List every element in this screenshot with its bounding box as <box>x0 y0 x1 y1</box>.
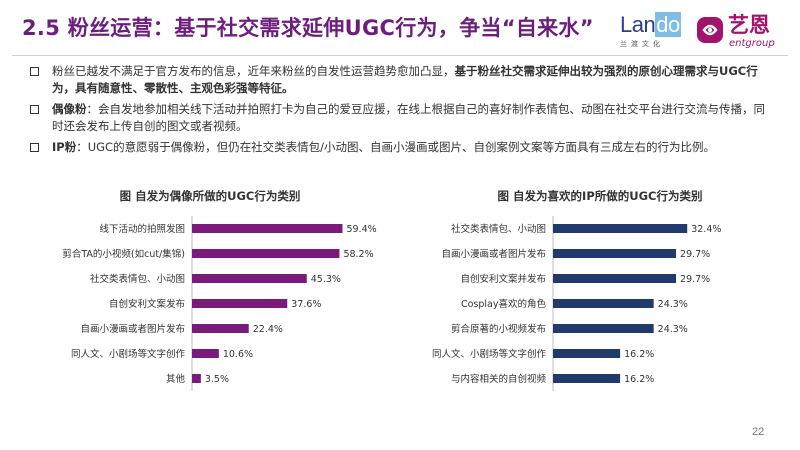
bullet-item: 粉丝已越发不满足于官方发布的信息，近年来粉丝的自发性运营趋势愈加凸显，基于粉丝社… <box>30 63 770 97</box>
value-label: 45.3% <box>311 274 341 285</box>
bar <box>192 274 307 283</box>
bar <box>192 249 340 258</box>
bar <box>553 349 621 358</box>
category-label: 同人文、小剧场等文字创作 <box>432 348 547 360</box>
entgroup-logo-en: entgroup <box>729 38 775 49</box>
category-label: 自创安利文案并发布 <box>460 273 546 285</box>
category-label: 自画小漫画或者图片发布 <box>441 248 546 260</box>
category-label: 剪合原著的小视频发布 <box>451 323 546 335</box>
left-chart-title: 图 自发为偶像所做的UGC行为类别 <box>119 189 301 203</box>
category-label: 线下活动的拍照发图 <box>99 223 185 235</box>
bullet-square-icon <box>30 143 39 152</box>
bullet-bold-text: 偶像粉 <box>52 102 87 116</box>
bullet-text: ：UGC的意愿弱于偶像粉，但仍在社交类表情包/小动图、自画小漫画或图片、自创案例… <box>76 140 715 154</box>
left-bar-chart: 线下活动的拍照发图 59.4% 剪合TA的小视频(如cut/集锦) 58.2% 社交类表… <box>62 216 377 391</box>
category-label: Cosplay喜欢的角色 <box>461 298 547 310</box>
bar <box>553 224 688 233</box>
value-label: 10.6% <box>223 349 253 360</box>
entgroup-logo-icon <box>697 17 723 43</box>
bullet-item: IP粉：UGC的意愿弱于偶像粉，但仍在社交类表情包/小动图、自画小漫画或图片、自… <box>30 139 770 156</box>
bar <box>553 374 621 383</box>
bar <box>192 299 288 308</box>
bar <box>192 374 201 383</box>
lando-logo-suffix: do <box>655 12 681 37</box>
bar <box>192 349 219 358</box>
value-label: 32.4% <box>691 224 721 235</box>
bullet-bold-text: IP粉 <box>52 140 77 154</box>
category-label: 社交类表情包、小动图 <box>90 273 185 285</box>
entgroup-logo-cn: 艺恩 <box>728 13 770 37</box>
value-label: 37.6% <box>291 299 321 310</box>
bullet-list: 粉丝已越发不满足于官方发布的信息，近年来粉丝的自发性运营趋势愈加凸显，基于粉丝社… <box>30 63 770 160</box>
value-label: 3.5% <box>205 374 229 385</box>
bar <box>192 324 249 333</box>
category-label: 与内容相关的自创视频 <box>451 373 547 385</box>
value-label: 58.2% <box>343 249 373 260</box>
bullet-square-icon <box>30 67 39 76</box>
bullet-text: 粉丝已越发不满足于官方发布的信息，近年来粉丝的自发性运营趋势愈加凸显， <box>52 64 455 78</box>
lando-logo: Lando 兰渡文化 <box>620 12 686 54</box>
category-label: 社交类表情包、小动图 <box>451 223 546 235</box>
bar <box>553 249 677 258</box>
bar <box>192 224 343 233</box>
value-label: 22.4% <box>253 324 283 335</box>
bullet-item: 偶像粉：会自发地参加相关线下活动并拍照打卡为自己的爱豆应援，在线上根据自己的喜好… <box>30 101 770 135</box>
category-label: 自画小漫画或者图片发布 <box>80 323 185 335</box>
right-bar-chart: 社交类表情包、小动图 32.4% 自画小漫画或者图片发布 29.7% 自创安利文案并发布… <box>432 216 721 391</box>
bullet-text: ：会自发地参加相关线下活动并拍照打卡为自己的爱豆应援，在线上根据自己的喜好制作表… <box>52 102 765 133</box>
bullet-square-icon <box>30 105 39 114</box>
bullet-bold-text: 基于粉丝社交需求延伸出较为强烈的原创心理需求与UGC行为，具有随意性、零散性、主… <box>52 64 758 95</box>
value-label: 29.7% <box>680 249 710 260</box>
value-label: 16.2% <box>624 349 654 360</box>
value-label: 16.2% <box>624 374 654 385</box>
value-label: 24.3% <box>658 324 688 335</box>
entgroup-logo: 艺恩 entgroup <box>696 14 792 54</box>
page-number: 22 <box>752 426 765 438</box>
category-label: 其他 <box>166 373 186 385</box>
lando-logo-subtitle: 兰渡文化 <box>620 40 664 48</box>
right-chart-title: 图 自发为喜欢的IP所做的UGC行为类别 <box>497 189 703 203</box>
bar <box>553 324 654 333</box>
value-label: 59.4% <box>346 224 376 235</box>
bar <box>553 274 677 283</box>
category-label: 同人文、小剧场等文字创作 <box>71 348 186 360</box>
bar <box>553 299 654 308</box>
title-divider <box>12 55 788 56</box>
category-label: 剪合TA的小视频(如cut/集锦) <box>62 248 185 260</box>
lando-logo-prefix: Lan <box>620 12 656 37</box>
value-label: 29.7% <box>680 274 710 285</box>
value-label: 24.3% <box>658 299 688 310</box>
page-title: 2.5 粉丝运营：基于社交需求延伸UGC行为，争当“自来水” <box>22 16 594 40</box>
category-label: 自创安利文案发布 <box>109 298 185 310</box>
